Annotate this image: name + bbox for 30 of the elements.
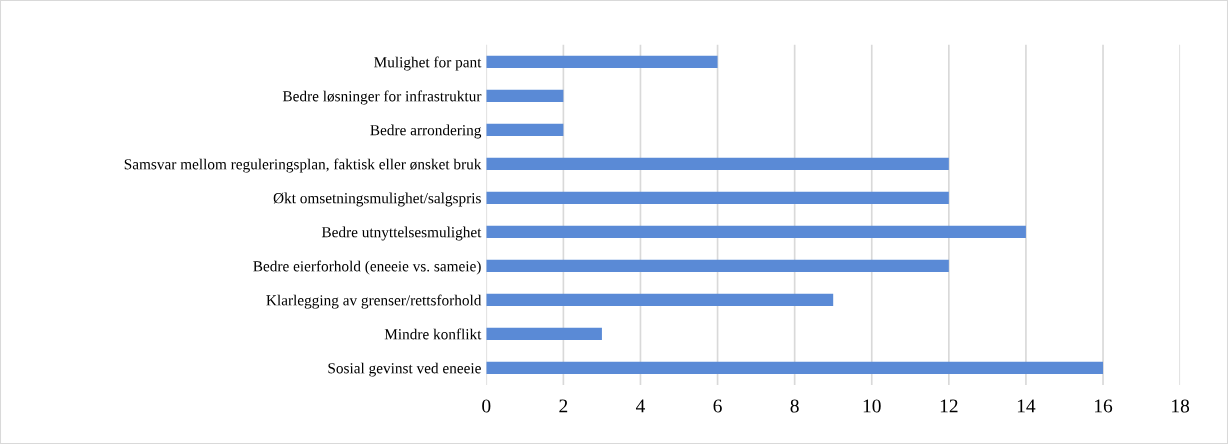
y-tick-label: Bedre eierforhold (eneeie vs. sameie) xyxy=(253,260,481,275)
y-tick-label: Bedre utnyttelsesmulighet xyxy=(321,226,482,241)
y-tick-label: Mindre konflikt xyxy=(384,328,482,340)
bar xyxy=(486,191,949,205)
x-tick-label: 0 xyxy=(482,399,491,413)
y-tick-label: Mulighet for pant xyxy=(374,56,482,71)
bar xyxy=(486,89,564,102)
bar xyxy=(486,225,1026,239)
y-tick-label: Samsvar mellom reguleringsplan, faktisk eller ønsket bruk xyxy=(124,158,482,173)
bar xyxy=(486,327,602,341)
bar xyxy=(486,55,718,68)
x-tick-label: 10 xyxy=(863,399,881,413)
y-tick-label: Klarlegging av grenser/rettsforhold xyxy=(266,294,482,309)
bar xyxy=(486,157,949,170)
x-tick-label: 12 xyxy=(940,399,958,413)
bar xyxy=(486,293,834,307)
x-tick-label: 18 xyxy=(1172,399,1190,413)
x-tick-label: 6 xyxy=(713,399,722,413)
x-tick-label: 8 xyxy=(790,399,799,413)
bar xyxy=(486,361,1104,375)
x-tick-label: 14 xyxy=(1017,399,1036,413)
y-tick-label: Bedre løsninger for infrastruktur xyxy=(282,90,482,105)
bar xyxy=(486,123,564,136)
y-tick-label: Bedre arrondering xyxy=(370,124,482,139)
x-tick-label: 4 xyxy=(635,399,646,413)
x-tick-label: 16 xyxy=(1095,399,1113,413)
y-tick-label: Sosial gevinst ved eneeie xyxy=(328,362,481,377)
y-tick-label: Økt omsetningsmulighet/salgspris xyxy=(273,192,481,207)
x-tick-label: 2 xyxy=(559,399,568,413)
bar xyxy=(486,259,949,273)
